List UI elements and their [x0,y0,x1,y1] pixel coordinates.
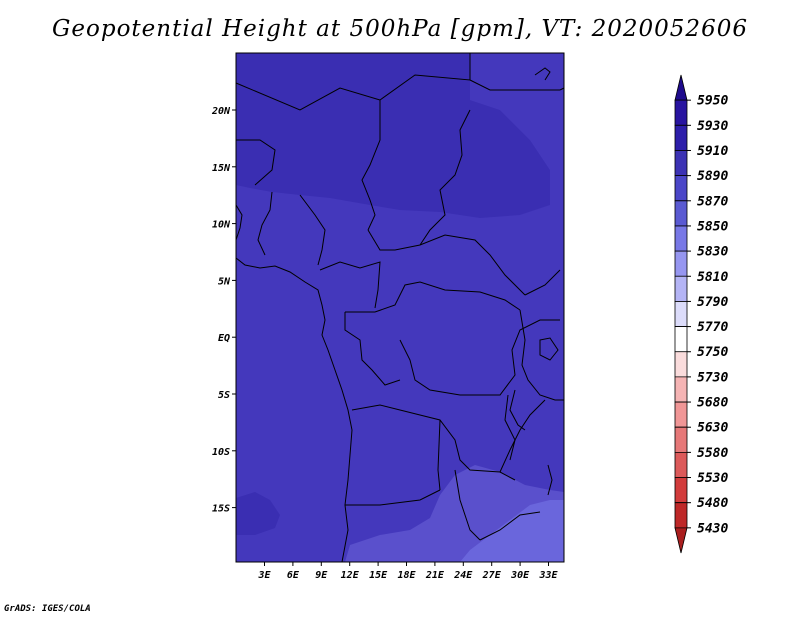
colorbar: 5950 5930 5910 5890 5870 5850 5830 5810 5790 5770… [674,74,728,554]
colorbar-label: 5870 [697,194,728,209]
lon-tick-label: 15E [369,570,388,581]
lat-tick-label: 10N [212,220,231,231]
colorbar-segment [674,200,688,227]
field-5850-se [460,500,564,562]
colorbar-segment [674,175,688,202]
colorbar-segment [674,527,688,554]
colorbar-label: 5950 [697,94,728,109]
longitude-axis: 3E 6E 9E 12E 15E 18E 21E 24E 27E 30E 33E [257,562,559,581]
colorbar-segment [674,150,688,177]
colorbar-segment [674,401,688,428]
lat-tick-label: 5S [218,390,230,401]
latitude-axis: 20N 15N 10N 5N EQ 5S 10S 15S [211,106,236,515]
lat-tick-label: EQ [218,333,230,344]
colorbar-segment [674,376,688,403]
field-5910-sw [236,492,280,535]
colorbar-segment [674,477,688,504]
lat-tick-label: 15N [212,163,231,174]
lon-tick-label: 27E [482,570,502,581]
lat-tick-label: 10S [212,447,230,458]
colorbar-segment [674,426,688,453]
colorbar-label: 5890 [697,169,728,184]
lat-tick-label: 5N [218,276,231,287]
colorbar-segment [674,301,688,327]
lon-tick-label: 21E [425,570,445,581]
colorbar-segment [674,74,688,101]
colorbar-label: 5770 [697,320,728,335]
lon-tick-label: 18E [397,570,416,581]
colorbar-label: 5480 [697,496,728,511]
colorbar-label: 5530 [697,471,728,486]
lon-tick-label: 30E [510,570,530,581]
colorbar-label: 5680 [697,396,728,411]
colorbar-segment [674,351,688,378]
lat-tick-label: 15S [212,504,230,515]
lon-tick-label: 6E [287,570,300,581]
lon-tick-label: 9E [315,570,328,581]
colorbar-label: 5850 [697,219,728,234]
colorbar-segment [674,124,688,151]
colorbar-label: 5730 [697,370,728,385]
colorbar-segment [674,250,688,277]
field-5890-ne [470,53,564,205]
colorbar-label: 5430 [697,521,728,536]
colorbar-segment [674,275,688,302]
lat-tick-label: 20N [211,106,231,117]
colorbar-segment [674,225,688,252]
map-frame [235,52,565,563]
colorbar-segment [674,451,688,478]
lon-tick-label: 24E [453,570,473,581]
colorbar-label: 5930 [697,119,728,134]
map-title: Geopotential Height at 500hPa [gpm], VT:… [52,16,748,42]
colorbar-label: 5630 [697,421,728,436]
grads-credit: GrADS: IGES/COLA [4,604,91,614]
lon-tick-label: 12E [341,570,360,581]
colorbar-label: 5810 [697,270,728,285]
coast-borders [235,53,565,563]
field-5910-north [236,53,550,218]
colorbar-segment [674,502,688,529]
colorbar-segment [674,99,688,126]
colorbar-label: 5790 [697,295,728,310]
lon-tick-label: 33E [538,570,558,581]
colorbar-label: 5750 [697,345,728,360]
colorbar-label: 5830 [697,245,728,260]
colorbar-label: 5580 [697,446,728,461]
lon-tick-label: 3E [257,570,271,581]
colorbar-segment [674,326,688,353]
colorbar-label: 5910 [697,144,728,159]
map-panel [235,52,565,563]
